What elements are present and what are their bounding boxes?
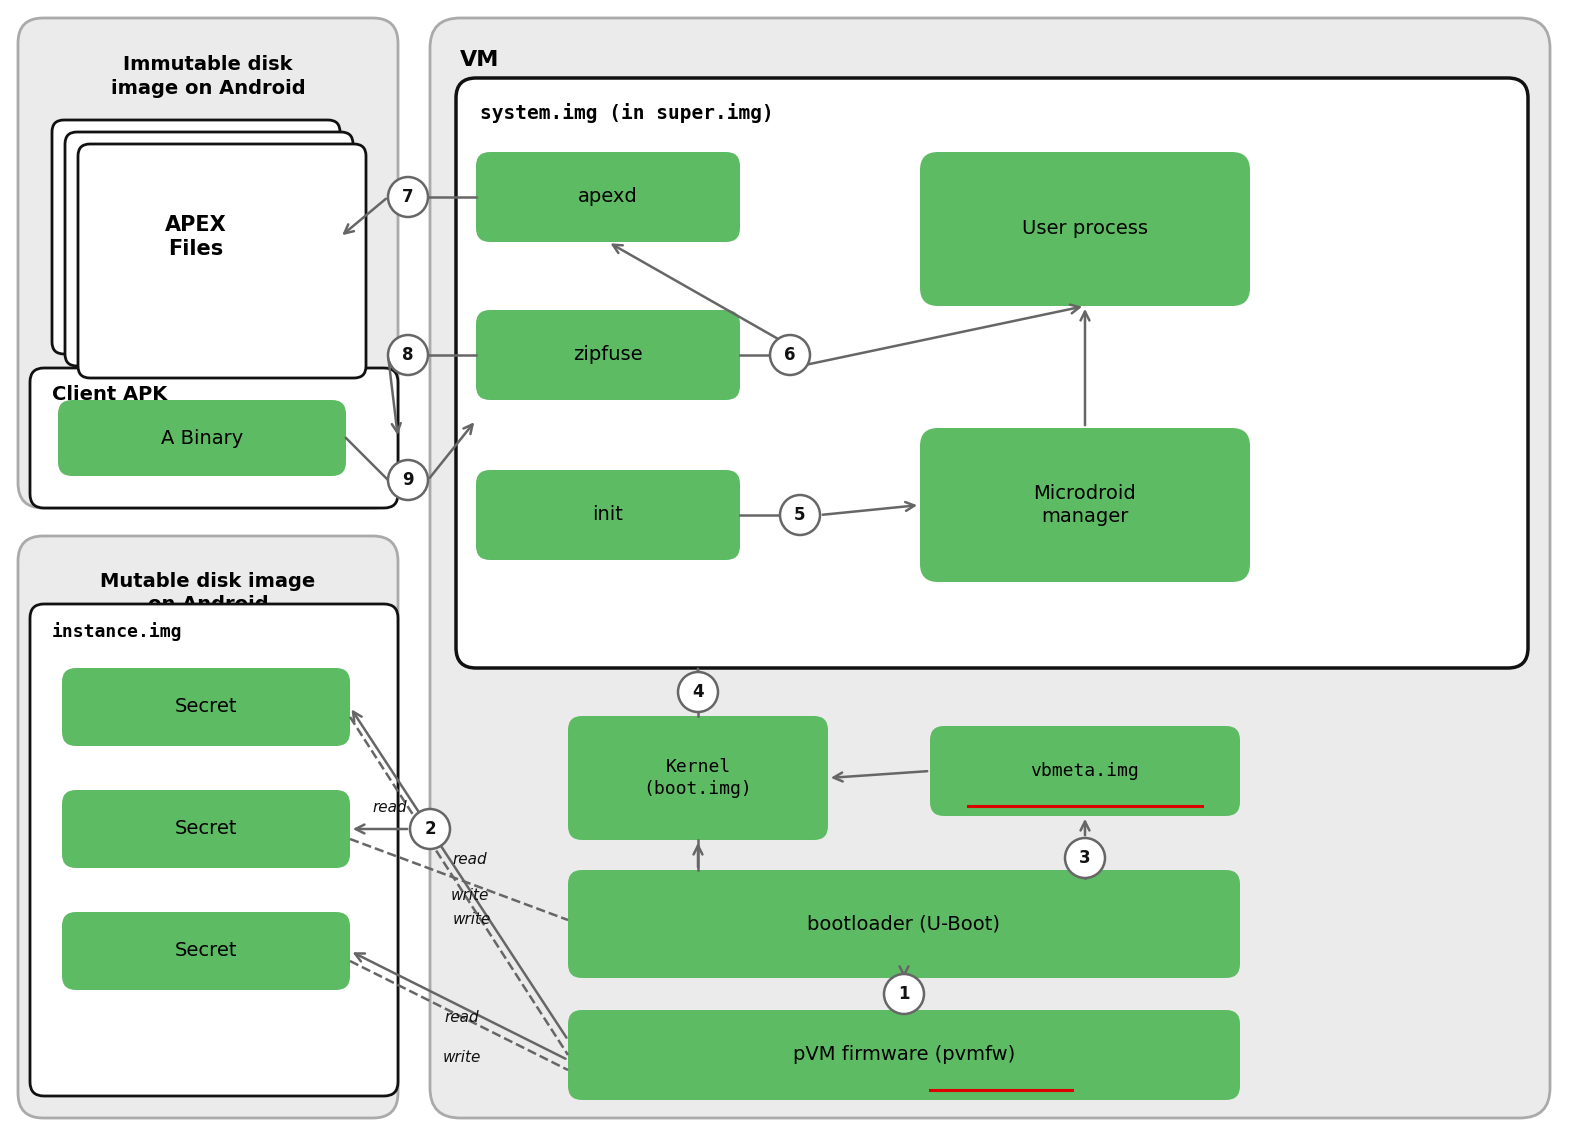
Text: instance.img: instance.img [52, 622, 183, 641]
Text: pVM firmware (pvmfw): pVM firmware (pvmfw) [792, 1045, 1015, 1065]
Text: APEX
Files: APEX Files [166, 214, 227, 259]
FancyBboxPatch shape [920, 427, 1250, 582]
FancyBboxPatch shape [929, 727, 1240, 816]
Text: read: read [372, 801, 407, 816]
FancyBboxPatch shape [62, 790, 350, 868]
Text: 3: 3 [1079, 849, 1090, 868]
Text: init: init [593, 505, 623, 525]
FancyBboxPatch shape [477, 152, 740, 242]
FancyBboxPatch shape [429, 18, 1550, 1118]
Text: 9: 9 [402, 471, 413, 489]
Text: Client APK: Client APK [52, 385, 167, 405]
Text: read: read [453, 853, 488, 868]
FancyBboxPatch shape [30, 368, 398, 508]
Text: Secret: Secret [175, 819, 237, 839]
Text: A Binary: A Binary [161, 429, 243, 447]
Text: read: read [445, 1011, 480, 1026]
Text: zipfuse: zipfuse [573, 345, 642, 364]
Text: Secret: Secret [175, 942, 237, 960]
FancyBboxPatch shape [58, 400, 346, 476]
FancyBboxPatch shape [456, 78, 1528, 668]
FancyBboxPatch shape [920, 152, 1250, 306]
FancyBboxPatch shape [77, 144, 366, 378]
FancyBboxPatch shape [568, 870, 1240, 978]
Text: Microdroid
manager: Microdroid manager [1034, 484, 1136, 526]
Text: 2: 2 [424, 821, 436, 838]
Circle shape [388, 335, 428, 375]
Text: write: write [451, 887, 489, 903]
Text: 6: 6 [784, 346, 795, 364]
Text: write: write [443, 1051, 481, 1066]
Text: Kernel
(boot.img): Kernel (boot.img) [644, 758, 753, 798]
Text: Mutable disk image
on Android: Mutable disk image on Android [101, 572, 316, 614]
FancyBboxPatch shape [30, 604, 398, 1096]
Circle shape [770, 335, 810, 375]
Circle shape [884, 974, 925, 1014]
Text: 4: 4 [693, 683, 704, 701]
FancyBboxPatch shape [65, 132, 353, 366]
FancyBboxPatch shape [568, 716, 828, 840]
Text: User process: User process [1023, 220, 1149, 238]
Text: VM: VM [461, 50, 499, 70]
Text: vbmeta.img: vbmeta.img [1030, 762, 1139, 780]
Text: system.img (in super.img): system.img (in super.img) [480, 103, 773, 123]
Text: 1: 1 [898, 986, 911, 1003]
FancyBboxPatch shape [17, 536, 398, 1118]
Text: write: write [453, 912, 491, 927]
Text: apexd: apexd [578, 188, 638, 206]
FancyBboxPatch shape [17, 18, 398, 508]
FancyBboxPatch shape [62, 912, 350, 990]
Circle shape [388, 460, 428, 500]
Text: 7: 7 [402, 188, 413, 206]
FancyBboxPatch shape [52, 120, 339, 354]
Text: 5: 5 [794, 507, 806, 524]
FancyBboxPatch shape [62, 668, 350, 746]
Text: bootloader (U-Boot): bootloader (U-Boot) [808, 915, 1000, 934]
Circle shape [410, 809, 450, 849]
Text: Secret: Secret [175, 698, 237, 716]
FancyBboxPatch shape [568, 1010, 1240, 1100]
Circle shape [388, 176, 428, 217]
Text: 8: 8 [402, 346, 413, 364]
Text: Immutable disk
image on Android: Immutable disk image on Android [110, 55, 305, 97]
Circle shape [780, 495, 821, 535]
FancyBboxPatch shape [477, 311, 740, 400]
Circle shape [679, 672, 718, 712]
FancyBboxPatch shape [477, 470, 740, 560]
Circle shape [1065, 838, 1105, 878]
